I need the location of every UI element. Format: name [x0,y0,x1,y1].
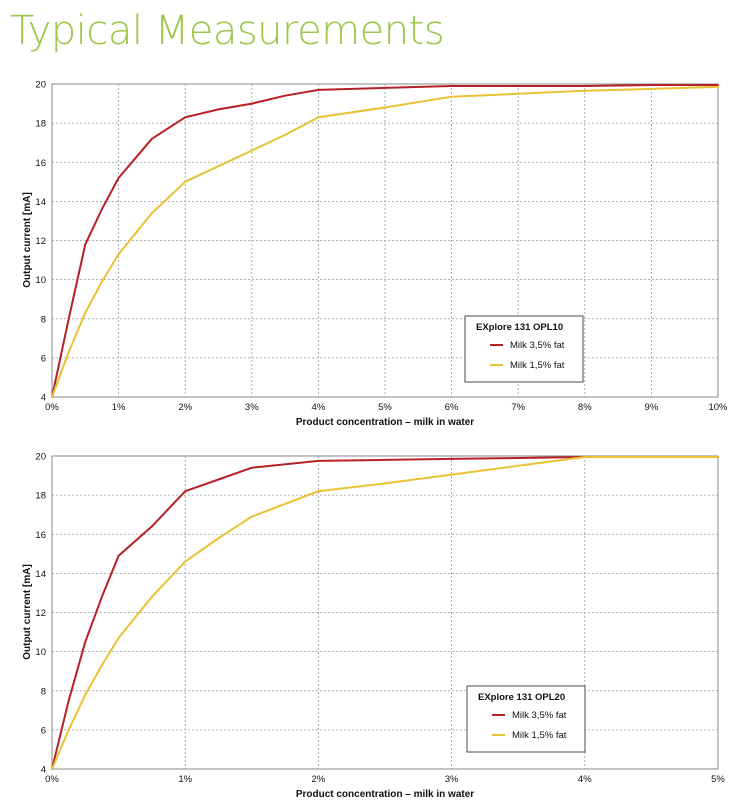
x-tick-label: 1% [178,774,192,785]
y-tick-labels: 4 6 8 10 12 14 16 18 20 [35,452,46,776]
x-tick-label: 0% [45,402,59,413]
chart-opl20: 0% 1% 2% 3% 4% 5% 4 6 8 10 12 14 16 18 20 Product con… [22,452,725,801]
y-tick-label: 6 [41,353,46,364]
x-axis-label: Product concentration – milk in water [296,417,474,428]
series-line-milk-35 [51,456,719,770]
y-tick-label: 4 [41,765,46,776]
legend-label-milk-35: Milk 3,5% fat [512,710,567,721]
x-tick-label: 6% [445,402,459,413]
x-tick-label: 5% [378,402,392,413]
series-layer [51,84,719,398]
y-tick-label: 18 [35,119,46,130]
x-tick-label: 4% [578,774,592,785]
x-tick-label: 1% [112,402,126,413]
x-tick-label: 4% [312,402,326,413]
y-tick-label: 8 [41,314,46,325]
x-tick-label: 3% [445,774,459,785]
x-tick-labels: 0% 1% 2% 3% 4% 5% [45,774,725,785]
x-tick-label: 5% [711,774,725,785]
x-tick-label: 8% [578,402,592,413]
series-line-milk-15 [51,456,719,770]
legend: EXplore 131 OPL10 Milk 3,5% fat Milk 1,5… [464,315,584,383]
series-line-milk-15 [51,85,719,398]
y-tick-label: 18 [35,491,46,502]
legend-label-milk-15: Milk 1,5% fat [512,730,567,741]
y-tick-label: 20 [35,80,46,91]
chart-opl10: 0% 1% 2% 3% 4% 5% 6% 7% 8% 9% 10% 468101214161820 … [22,80,728,429]
y-axis-label: Output current [mA] [22,192,33,288]
legend-box [464,315,584,383]
y-tick-label: 14 [35,197,46,208]
y-tick-label: 10 [35,275,46,286]
series-layer [51,456,719,770]
y-tick-label: 12 [35,608,46,619]
y-tick-label: 8 [41,686,46,697]
legend-box [466,685,586,753]
x-tick-label: 0% [45,774,59,785]
legend-title: EXplore 131 OPL20 [478,692,565,703]
x-tick-label: 10% [708,402,728,413]
x-tick-label: 2% [312,774,326,785]
y-axis-label: Output current [mA] [22,564,33,660]
y-tick-label: 12 [35,236,46,247]
y-tick-label: 16 [35,158,46,169]
x-tick-label: 7% [511,402,525,413]
y-tick-label: 16 [35,530,46,541]
series-line-milk-35 [51,84,719,398]
legend-title: EXplore 131 OPL10 [476,322,563,333]
y-tick-label: 20 [35,452,46,463]
x-axis-label: Product concentration – milk in water [296,789,474,800]
x-tick-label: 3% [245,402,259,413]
y-tick-labels: 4 6 8 10 12 14 16 18 20 [35,80,46,404]
x-tick-label: 9% [645,402,659,413]
x-tick-label: 2% [178,402,192,413]
legend-label-milk-35: Milk 3,5% fat [510,340,565,351]
legend: EXplore 131 OPL20 Milk 3,5% fat Milk 1,5… [466,685,586,753]
legend-label-milk-15: Milk 1,5% fat [510,360,565,371]
x-tick-labels: 0% 1% 2% 3% 4% 5% 6% 7% 8% 9% 10% [45,402,728,413]
y-tick-label: 4 [41,393,46,404]
y-tick-label: 10 [35,647,46,658]
y-tick-label: 14 [35,569,46,580]
page-title: Typical Measurements [10,8,445,54]
y-tick-label: 6 [41,725,46,736]
grid-layer [52,456,718,769]
